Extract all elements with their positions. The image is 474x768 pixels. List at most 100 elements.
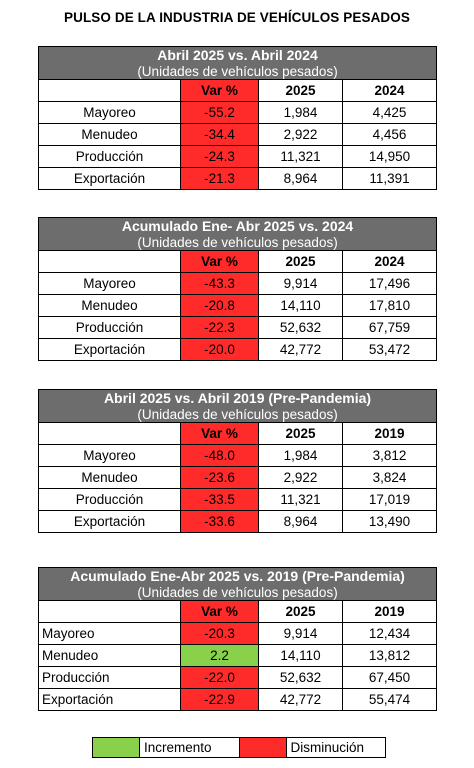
block-header: Abril 2025 vs. Abril 2024 (Unidades de v… [38,46,437,80]
block-abril-2025-vs-2019: Abril 2025 vs. Abril 2019 (Pre-Pandemia)… [37,389,438,533]
col-header-year-a: 2025 [258,79,343,102]
table-row: Menudeo -23.6 2,922 3,824 [38,466,438,489]
table-row: Mayoreo -20.3 9,914 12,434 [38,622,438,645]
value-year-a: 2,922 [258,466,343,489]
var-cell: -20.8 [180,294,259,317]
value-year-a: 11,321 [258,488,343,511]
value-year-b: 4,456 [342,123,437,146]
value-year-a: 1,984 [258,101,343,124]
row-label: Mayoreo [38,444,181,467]
value-year-a: 1,984 [258,444,343,467]
value-year-a: 42,772 [258,688,343,711]
table-row: Exportación -21.3 8,964 11,391 [38,167,437,190]
blank-header-cell [38,600,181,623]
block-acumulado-2025-vs-2019: Acumulado Ene-Abr 2025 vs. 2019 (Pre-Pan… [37,567,438,711]
block-header: Acumulado Ene-Abr 2025 vs. 2019 (Pre-Pan… [37,567,438,601]
value-year-a: 8,964 [258,167,343,190]
value-year-b: 67,759 [341,316,438,339]
block-abril-2025-vs-2024: Abril 2025 vs. Abril 2024 (Unidades de v… [38,46,437,190]
value-year-a: 42,772 [258,338,343,361]
row-label: Producción [38,488,181,511]
legend-swatch-decrease [238,738,286,757]
value-year-b: 17,496 [341,272,438,295]
blank-header-cell [38,422,181,445]
value-year-b: 13,490 [341,510,438,533]
var-cell: -48.0 [180,444,259,467]
value-year-b: 17,019 [341,488,438,511]
var-cell: -43.3 [180,272,259,295]
block-header: Acumulado Ene- Abr 2025 vs. 2024 (Unidad… [37,217,438,251]
var-cell: -23.6 [180,466,259,489]
var-cell: -20.3 [180,622,259,645]
value-year-b: 17,810 [341,294,438,317]
col-header-var: Var % [180,79,259,102]
value-year-b: 13,812 [341,644,438,667]
value-year-b: 14,950 [342,145,437,168]
value-year-b: 67,450 [341,666,438,689]
col-header-var: Var % [180,422,259,445]
value-year-b: 11,391 [342,167,437,190]
var-cell: -33.5 [180,488,259,511]
row-label: Menudeo [38,294,181,317]
value-year-a: 2,922 [258,123,343,146]
block-subtitle: (Unidades de vehículos pesados) [137,585,338,600]
row-label: Exportación [38,338,181,361]
row-label: Menudeo [38,123,181,146]
value-year-a: 9,914 [258,272,343,295]
row-label: Producción [38,316,181,339]
block-title: Abril 2025 vs. Abril 2019 (Pre-Pandemia) [103,390,372,407]
col-header-year-a: 2025 [258,600,343,623]
row-label: Mayoreo [38,272,181,295]
value-year-b: 12,434 [341,622,438,645]
row-label: Producción [38,145,181,168]
table-row: Menudeo 2.2 14,110 13,812 [38,644,438,667]
var-cell: -22.9 [180,688,259,711]
block-title: Acumulado Ene-Abr 2025 vs. 2019 (Pre-Pan… [70,568,405,585]
table-row: Producción -24.3 11,321 14,950 [38,145,437,168]
var-cell: -21.3 [180,167,259,190]
col-header-year-b: 2019 [341,422,438,445]
col-header-year-a: 2025 [258,422,343,445]
legend: Incremento Disminución [92,737,386,758]
table-row: Mayoreo -55.2 1,984 4,425 [38,101,437,124]
value-year-b: 4,425 [342,101,437,124]
var-cell: 2.2 [180,644,259,667]
value-year-a: 14,110 [258,644,343,667]
row-label: Producción [38,666,181,689]
blank-header-cell [38,79,181,102]
var-cell: -34.4 [180,123,259,146]
value-year-b: 3,812 [341,444,438,467]
row-label: Exportación [38,510,181,533]
value-year-a: 52,632 [258,316,343,339]
value-year-b: 53,472 [341,338,438,361]
legend-label-increase: Incremento [139,738,239,757]
col-header-var: Var % [180,250,259,273]
table-row: Producción -22.0 52,632 67,450 [38,666,438,689]
var-cell: -20.0 [180,338,259,361]
table-row: Mayoreo -43.3 9,914 17,496 [38,272,438,295]
col-header-var: Var % [180,600,259,623]
var-cell: -33.6 [180,510,259,533]
var-cell: -22.3 [180,316,259,339]
row-label: Exportación [38,688,181,711]
row-label: Mayoreo [38,101,181,124]
block-title: Acumulado Ene- Abr 2025 vs. 2024 [121,218,354,235]
table-row: Menudeo -20.8 14,110 17,810 [38,294,438,317]
legend-swatch-increase [93,738,139,757]
value-year-a: 52,632 [258,666,343,689]
table-row: Exportación -20.0 42,772 53,472 [38,338,438,361]
value-year-b: 55,474 [341,688,438,711]
block-subtitle: (Unidades de vehículos pesados) [137,64,338,79]
var-cell: -24.3 [180,145,259,168]
col-header-year-b: 2024 [341,250,438,273]
table-row: Exportación -33.6 8,964 13,490 [38,510,438,533]
table-row: Menudeo -34.4 2,922 4,456 [38,123,437,146]
value-year-a: 14,110 [258,294,343,317]
page-title: PULSO DE LA INDUSTRIA DE VEHÍCULOS PESAD… [64,10,410,25]
var-cell: -22.0 [180,666,259,689]
block-subtitle: (Unidades de vehículos pesados) [137,407,338,422]
table-row: Producción -22.3 52,632 67,759 [38,316,438,339]
col-header-year-b: 2019 [341,600,438,623]
row-label: Mayoreo [38,622,181,645]
value-year-a: 8,964 [258,510,343,533]
